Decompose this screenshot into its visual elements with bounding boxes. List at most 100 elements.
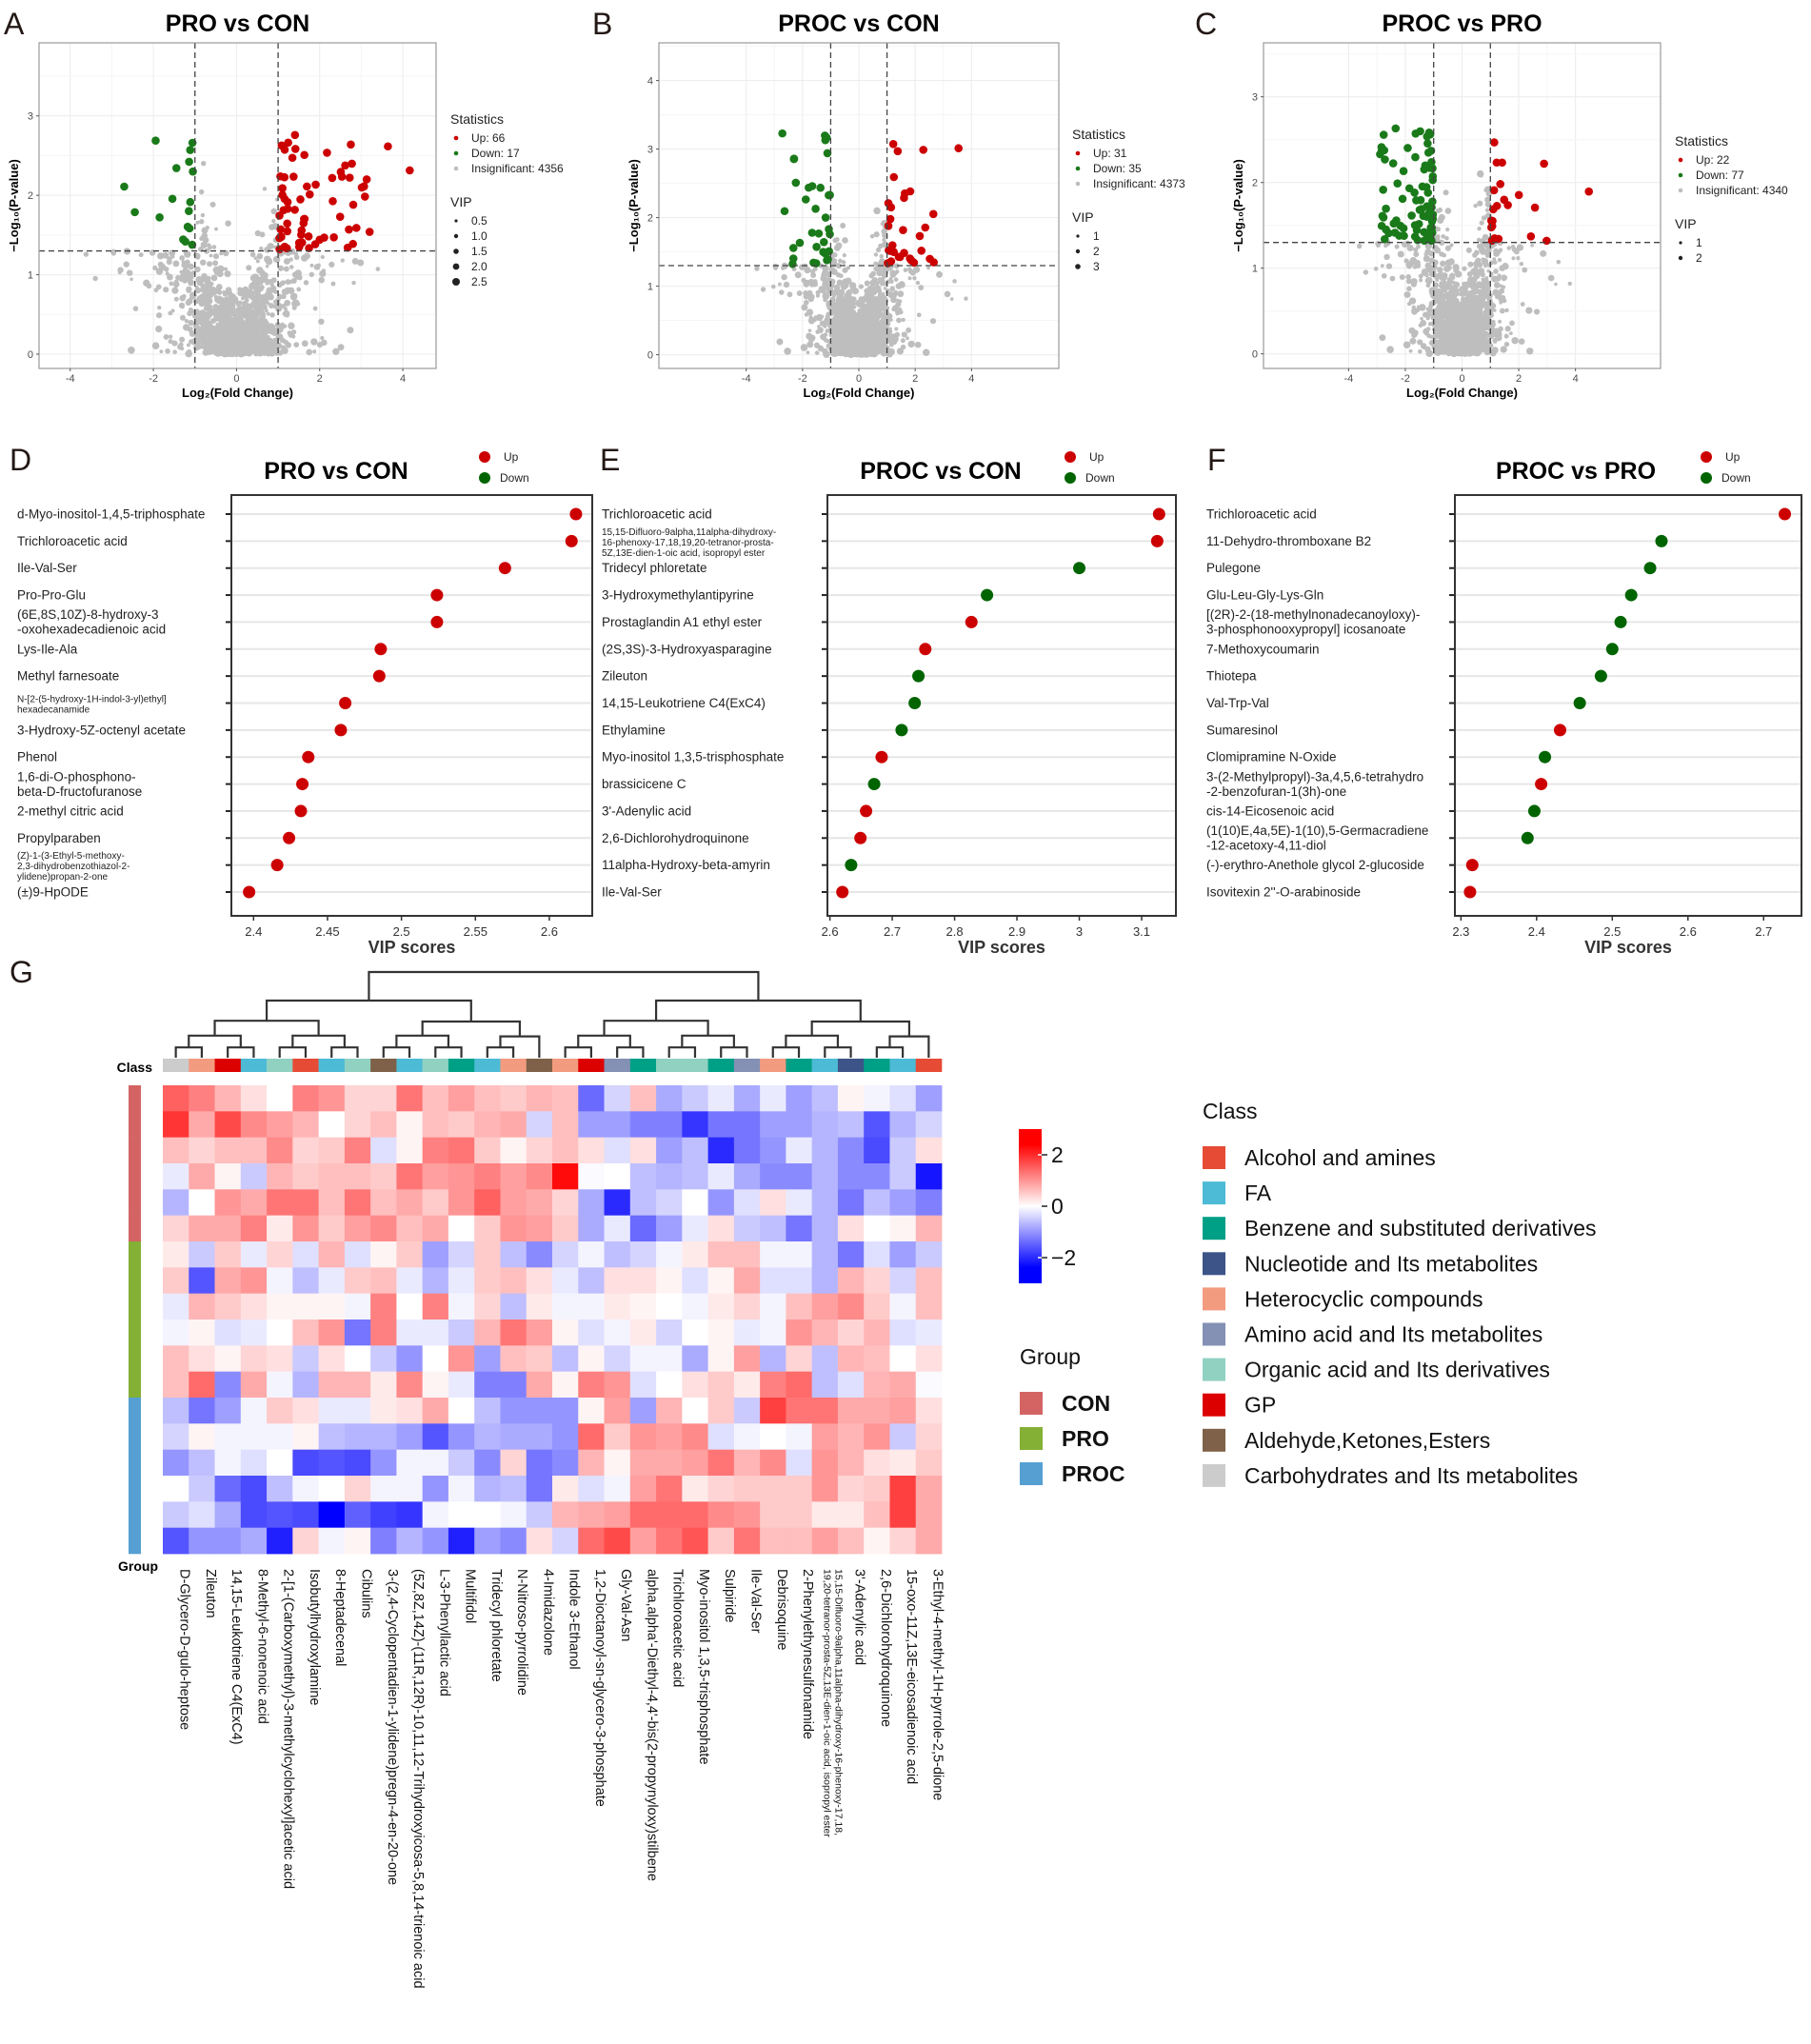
point-insignificant — [1510, 244, 1516, 249]
vip-size-label: 1 — [1696, 236, 1702, 249]
point-insignificant — [151, 342, 160, 350]
point-insignificant — [205, 327, 210, 334]
point-insignificant — [784, 347, 791, 355]
vip-size-label: 2.0 — [471, 260, 488, 273]
point-insignificant — [259, 341, 266, 347]
point-insignificant — [163, 266, 169, 272]
point-insignificant — [237, 344, 242, 348]
y-tick-label: 3 — [28, 111, 33, 123]
vip-size-label: 0.5 — [471, 214, 488, 228]
point-insignificant — [1474, 251, 1479, 256]
x-tick-label: 2 — [912, 373, 918, 385]
dendrogram-branch — [616, 1046, 645, 1058]
point-insignificant — [165, 347, 170, 354]
point-insignificant — [281, 347, 289, 354]
point-down — [1418, 182, 1427, 191]
metabolite-label: d-Myo-inositol-1,4,5-triphosphate — [17, 507, 205, 522]
point-insignificant — [189, 327, 193, 331]
point-insignificant — [852, 313, 858, 320]
point-down — [1420, 228, 1428, 237]
vip-point-up — [875, 750, 888, 764]
point-insignificant — [804, 312, 809, 317]
point-insignificant — [1394, 244, 1400, 249]
point-insignificant — [1442, 275, 1447, 281]
group-annotation-cell — [129, 1111, 141, 1138]
x-tick-label: 2.55 — [464, 924, 488, 939]
y-tick-label: 1 — [647, 282, 653, 293]
heatmap-cell — [474, 1085, 501, 1112]
point-insignificant — [207, 290, 214, 298]
point-insignificant — [907, 267, 912, 271]
point-up — [341, 161, 349, 170]
point-insignificant — [129, 277, 133, 282]
point-insignificant — [1481, 305, 1484, 309]
metabolite-label: 5Z,13E-dien-1-oic acid, isopropyl ester — [602, 548, 766, 559]
point-down — [788, 244, 798, 252]
point-insignificant — [871, 341, 875, 345]
heatmap-cell — [292, 1085, 319, 1112]
point-insignificant — [1452, 264, 1460, 271]
point-insignificant — [1437, 272, 1442, 276]
dendrogram-branch — [213, 1020, 320, 1036]
point-insignificant — [880, 318, 886, 324]
vip-point-up — [283, 831, 296, 844]
point-insignificant — [1406, 286, 1412, 292]
metabolite-label: 7-Methoxycoumarin — [1206, 642, 1320, 656]
point-insignificant — [194, 287, 202, 294]
legend-marker — [1075, 181, 1081, 187]
point-insignificant — [284, 299, 291, 307]
x-axis-label: VIP scores — [1584, 938, 1672, 957]
point-insignificant — [237, 305, 243, 310]
point-insignificant — [320, 335, 325, 341]
point-insignificant — [256, 252, 264, 260]
point-insignificant — [179, 255, 186, 261]
point-insignificant — [1492, 337, 1498, 343]
vip-point-down — [981, 588, 994, 602]
point-insignificant — [888, 318, 893, 322]
point-insignificant — [246, 340, 251, 345]
point-insignificant — [1480, 271, 1485, 278]
heatmap-cell — [760, 1085, 786, 1112]
point-insignificant — [803, 300, 809, 306]
point-up — [889, 172, 899, 182]
dendrogram-branch — [667, 1046, 697, 1058]
point-up — [884, 221, 893, 230]
metabolite-label: 3-phosphonooxypropyl] icosanoate — [1206, 623, 1405, 637]
point-insignificant — [92, 275, 98, 282]
plot-title: PROC vs CON — [860, 458, 1021, 485]
point-insignificant — [1425, 307, 1430, 311]
metabolite-label: 11alpha-Hydroxy-beta-amyrin — [602, 858, 770, 872]
point-up — [1514, 190, 1523, 200]
point-insignificant — [194, 266, 201, 273]
x-tick-label: -2 — [1401, 373, 1410, 385]
point-insignificant — [288, 322, 295, 329]
point-insignificant — [878, 305, 886, 312]
point-insignificant — [181, 260, 186, 265]
point-insignificant — [291, 334, 296, 339]
point-insignificant — [872, 307, 878, 313]
plot-title: PROC vs PRO — [1382, 10, 1542, 37]
metabolite-label: Isovitexin 2''-O-arabinoside — [1206, 885, 1361, 900]
x-tick-label: 2 — [317, 373, 323, 385]
point-insignificant — [123, 261, 129, 268]
point-insignificant — [881, 347, 888, 354]
dendrogram-branch — [875, 1046, 905, 1058]
point-insignificant — [240, 324, 248, 330]
point-insignificant — [1405, 278, 1412, 285]
point-insignificant — [1519, 262, 1524, 267]
point-insignificant — [312, 349, 317, 354]
legend-marker — [1678, 188, 1683, 193]
point-insignificant — [219, 347, 226, 354]
point-insignificant — [1503, 341, 1510, 347]
point-insignificant — [351, 257, 359, 265]
point-insignificant — [881, 266, 886, 271]
point-insignificant — [1477, 227, 1482, 231]
point-insignificant — [224, 267, 229, 271]
point-up — [362, 175, 371, 184]
point-down — [1425, 163, 1434, 172]
point-down — [821, 135, 830, 145]
point-insignificant — [285, 313, 289, 318]
point-insignificant — [196, 319, 202, 325]
point-insignificant — [1383, 253, 1390, 261]
